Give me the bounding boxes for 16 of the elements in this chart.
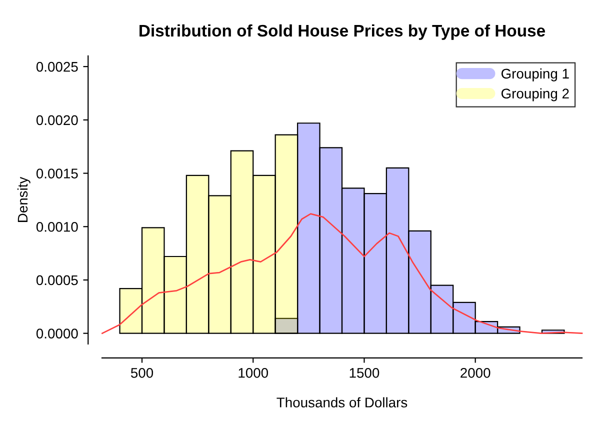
x-tick-label: 2000 xyxy=(460,368,490,378)
y-tick-label: 0.0020 xyxy=(36,115,78,126)
chart-title: Distribution of Sold House Prices by Type of House xyxy=(140,24,546,40)
x-tick-label: 500 xyxy=(130,368,154,378)
y-tick-label: 0.0010 xyxy=(36,222,78,232)
legend-label: Grouping 1 xyxy=(501,68,569,82)
x-tick-label: 1500 xyxy=(350,368,380,378)
y-tick-label: 0.0025 xyxy=(36,62,78,72)
x-axis-title: Thousands of Dollars xyxy=(276,397,408,408)
y-tick-label: 0.0015 xyxy=(36,168,78,178)
legend-label: Grouping 2 xyxy=(501,88,569,102)
y-axis-title: Density xyxy=(17,176,30,222)
x-tick-label: 1000 xyxy=(238,368,268,378)
y-tick-label: 0.0000 xyxy=(36,328,78,338)
y-tick-label: 0.0005 xyxy=(36,275,78,286)
line-series xyxy=(102,213,583,334)
